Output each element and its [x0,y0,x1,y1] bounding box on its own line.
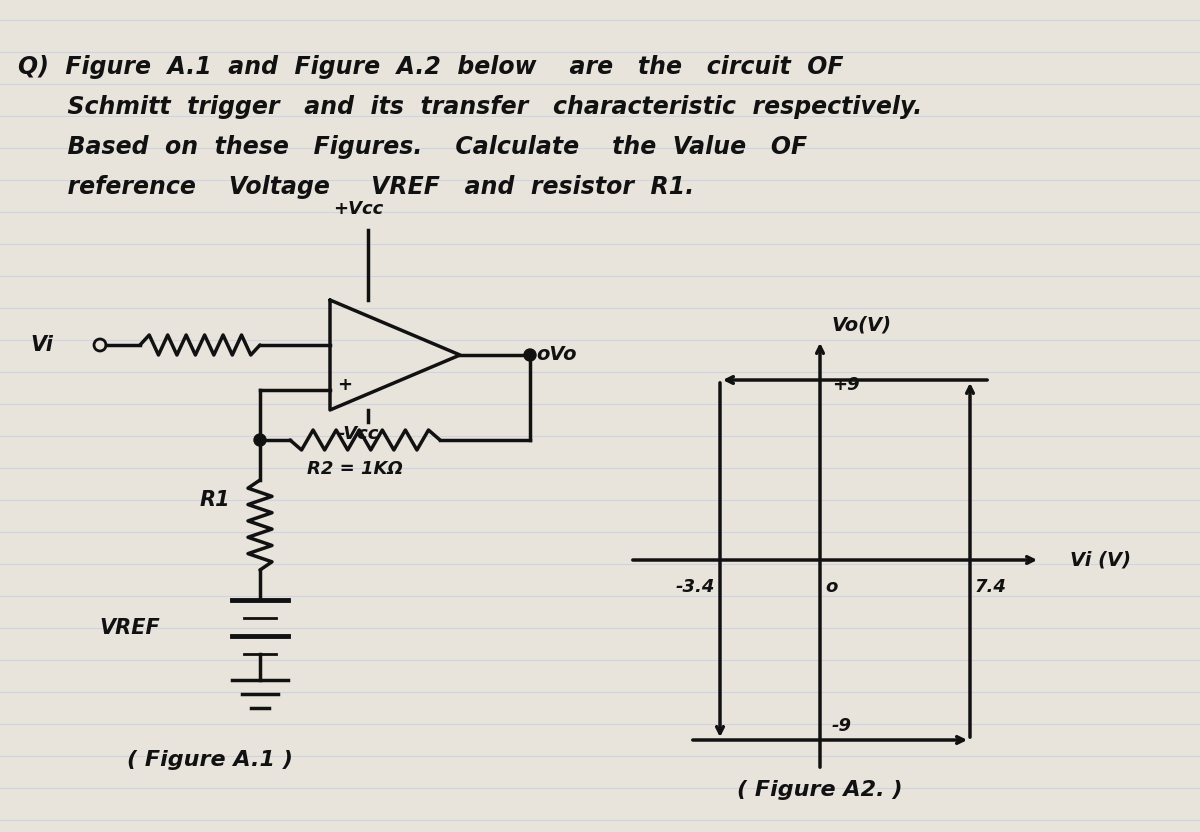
Circle shape [524,349,536,361]
Text: +9: +9 [832,376,859,394]
Text: o: o [826,578,838,596]
Text: Vi (V): Vi (V) [1070,551,1132,569]
Text: -Vcc: -Vcc [337,425,379,443]
Text: Vo(V): Vo(V) [832,315,892,334]
Text: Q)  Figure  A.1  and  Figure  A.2  below    are   the   circuit  OF: Q) Figure A.1 and Figure A.2 below are t… [18,55,844,79]
Text: Vi: Vi [30,335,53,355]
Text: R1: R1 [199,490,230,510]
Text: reference    Voltage     VREF   and  resistor  R1.: reference Voltage VREF and resistor R1. [18,175,695,199]
Text: -3.4: -3.4 [676,578,715,596]
Text: R2 = 1KΩ: R2 = 1KΩ [307,460,403,478]
Text: +: + [337,376,353,394]
Text: Schmitt  trigger   and  its  transfer   characteristic  respectively.: Schmitt trigger and its transfer charact… [18,95,923,119]
Text: ( Figure A2. ): ( Figure A2. ) [737,780,902,800]
Text: Based  on  these   Figures.    Calculate    the  Value   OF: Based on these Figures. Calculate the Va… [18,135,808,159]
Text: 7.4: 7.4 [974,578,1007,596]
Circle shape [254,434,266,446]
Text: -9: -9 [832,717,852,735]
Text: ( Figure A.1 ): ( Figure A.1 ) [127,750,293,770]
Text: VREF: VREF [100,618,160,638]
Text: oVo: oVo [536,345,576,364]
Text: +Vcc: +Vcc [332,200,383,218]
